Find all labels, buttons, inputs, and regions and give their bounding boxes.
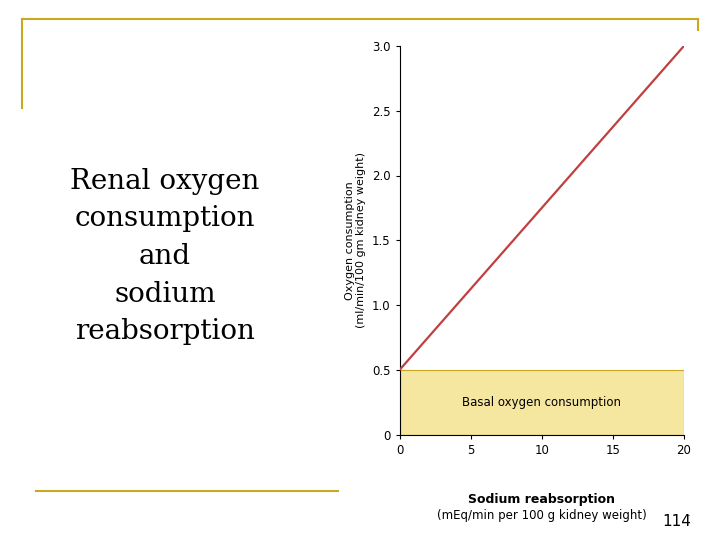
Bar <box>400 370 684 435</box>
Y-axis label: Oxygen consumption
(ml/min/100 gm kidney weight): Oxygen consumption (ml/min/100 gm kidney… <box>345 152 366 328</box>
Text: Basal oxygen consumption: Basal oxygen consumption <box>462 396 621 409</box>
Text: Sodium reabsorption: Sodium reabsorption <box>468 493 616 506</box>
Text: 114: 114 <box>662 514 691 529</box>
Text: -: - <box>685 509 690 522</box>
Text: Renal oxygen
consumption
and
sodium
reabsorption: Renal oxygen consumption and sodium reab… <box>70 168 260 345</box>
Text: (mEq/min per 100 g kidney weight): (mEq/min per 100 g kidney weight) <box>437 509 647 522</box>
